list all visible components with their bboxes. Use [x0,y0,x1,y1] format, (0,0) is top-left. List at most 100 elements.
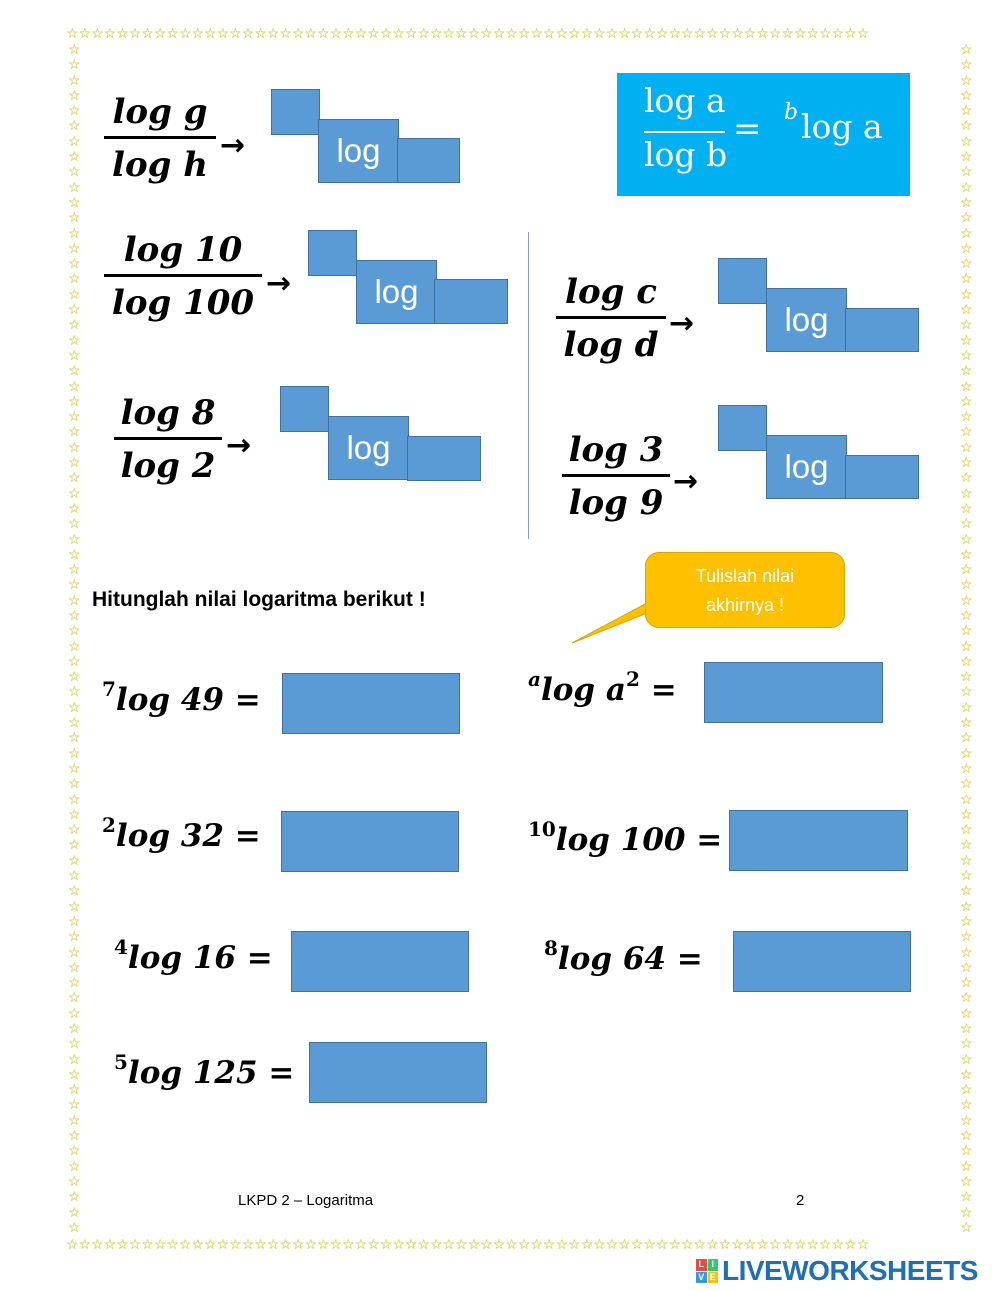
problem-body: log 49 [115,682,224,718]
problem-equals: = [696,822,723,858]
fraction-bar [562,474,670,477]
problem-equals: = [676,941,703,977]
problem-base: a [528,667,541,691]
problem-equals: = [268,1055,295,1091]
formula-fraction-bar [644,131,725,133]
speech-callout: Tulislah nilai akhirnya ! [645,552,845,628]
problem-5-log-125: 5log 125 = [114,1052,295,1091]
problem-body: log 32 [115,818,224,854]
answer-box-base[interactable] [308,230,357,276]
answer-box-argument[interactable] [434,279,508,324]
callout-line-2: akhirnya ! [705,595,785,615]
fraction-bar [104,136,216,139]
answer-box[interactable] [291,931,469,992]
problem-body: log a [540,672,626,708]
column-divider [528,232,529,539]
problem-body: log 16 [127,940,236,976]
answer-box-argument[interactable] [845,308,919,352]
star-border-bottom: ☆☆☆☆☆☆☆☆☆☆☆☆☆☆☆☆☆☆☆☆☆☆☆☆☆☆☆☆☆☆☆☆☆☆☆☆☆☆☆☆… [66,1237,870,1251]
answer-box[interactable] [282,673,460,734]
answer-box[interactable] [309,1042,487,1103]
answer-box[interactable] [733,931,911,992]
fraction-denominator: log d [563,325,659,365]
problem-exponent: 2 [625,667,640,691]
answer-box-base[interactable] [718,258,767,304]
answer-box-base[interactable] [718,405,767,451]
problem-base: 2 [102,813,116,837]
fraction-log-c-over-log-d: log c log d [556,272,666,365]
problem-4-log-16: 4log 16 = [114,937,273,976]
liveworksheets-logo-icon: L I V E [696,1259,718,1283]
change-of-base-formula: log a log b = b log a [617,73,910,196]
fraction-log-8-over-log-2: log 8 log 2 [114,393,222,486]
fraction-denominator: log 100 [111,283,255,323]
answer-box-base[interactable] [271,89,320,135]
fraction-numerator: log g [112,92,208,132]
problem-base: 8 [544,936,558,960]
formula-base: b [784,100,799,125]
fraction-bar [556,316,666,319]
star-border-left: ☆ ☆ ☆ ☆ ☆ ☆ ☆ ☆ ☆ ☆ ☆ ☆ ☆ ☆ ☆ ☆ ☆ ☆ ☆ ☆ … [68,42,81,1237]
problem-2-log-32: 2log 32 = [102,815,261,854]
fraction-numerator: log 10 [123,230,243,270]
callout-line-1: Tulislah nilai [695,566,795,586]
arrow-icon: → [266,266,292,301]
fraction-log-3-over-log-9: log 3 log 9 [562,430,670,523]
logo-letter: I [707,1259,718,1271]
answer-box[interactable] [281,811,459,872]
brand-name: LIVEWORKSHEETS [722,1255,978,1286]
log-label-box: log [356,260,437,324]
problem-7-log-49: 7log 49 = [102,679,261,718]
formula-numerator: log a [644,81,726,120]
problem-equals: = [234,818,261,854]
fraction-numerator: log c [565,272,657,312]
fraction-denominator: log 2 [120,446,216,486]
log-label-box: log [328,416,409,480]
answer-box-argument[interactable] [845,455,919,499]
arrow-icon: → [220,128,246,163]
fraction-numerator: log 8 [120,393,216,433]
logo-letter: E [707,1271,718,1283]
answer-box[interactable] [729,810,908,871]
problem-a-log-a-squared: alog a2 = [528,669,677,708]
star-border-right: ☆ ☆ ☆ ☆ ☆ ☆ ☆ ☆ ☆ ☆ ☆ ☆ ☆ ☆ ☆ ☆ ☆ ☆ ☆ ☆ … [960,42,973,1237]
answer-box[interactable] [704,662,883,723]
arrow-icon: → [673,464,699,499]
arrow-icon: → [226,428,252,463]
fraction-denominator: log h [112,145,208,185]
log-label-box: log [766,288,847,352]
problem-equals: = [650,672,677,708]
answer-box-argument[interactable] [397,138,460,183]
problem-body: log 64 [557,941,666,977]
problem-equals: = [234,682,261,718]
fraction-denominator: log 9 [568,483,664,523]
answer-box-argument[interactable] [407,436,481,481]
problem-10-log-100: 10log 100 = [528,819,723,858]
log-label-box: log [766,435,847,499]
fraction-bar [104,274,262,277]
star-border-top: ☆☆☆☆☆☆☆☆☆☆☆☆☆☆☆☆☆☆☆☆☆☆☆☆☆☆☆☆☆☆☆☆☆☆☆☆☆☆☆☆… [66,26,870,40]
formula-denominator: log b [644,135,728,174]
fraction-numerator: log 3 [568,430,664,470]
logo-letter: L [696,1259,707,1271]
fraction-log-10-over-log-100: log 10 log 100 [104,230,262,323]
problem-body: log 125 [127,1055,258,1091]
problem-base: 10 [528,817,556,841]
problem-8-log-64: 8log 64 = [544,938,703,977]
logo-letter: V [696,1271,707,1283]
instruction-text: Hitunglah nilai logaritma berikut ! [92,588,426,611]
fraction-log-g-over-log-h: log g log h [104,92,216,185]
problem-body: log 100 [555,822,686,858]
arrow-icon: → [669,306,695,341]
footer-title: LKPD 2 – Logaritma [238,1192,374,1209]
log-label-box: log [318,119,399,183]
formula-rhs: log a [801,107,883,146]
liveworksheets-brand: L I V E LIVEWORKSHEETS [696,1255,978,1286]
problem-equals: = [246,940,273,976]
problem-base: 5 [114,1050,128,1074]
problem-base: 4 [114,935,128,959]
page-number: 2 [796,1192,805,1209]
fraction-bar [114,437,222,440]
answer-box-base[interactable] [280,386,329,432]
problem-base: 7 [102,677,116,701]
